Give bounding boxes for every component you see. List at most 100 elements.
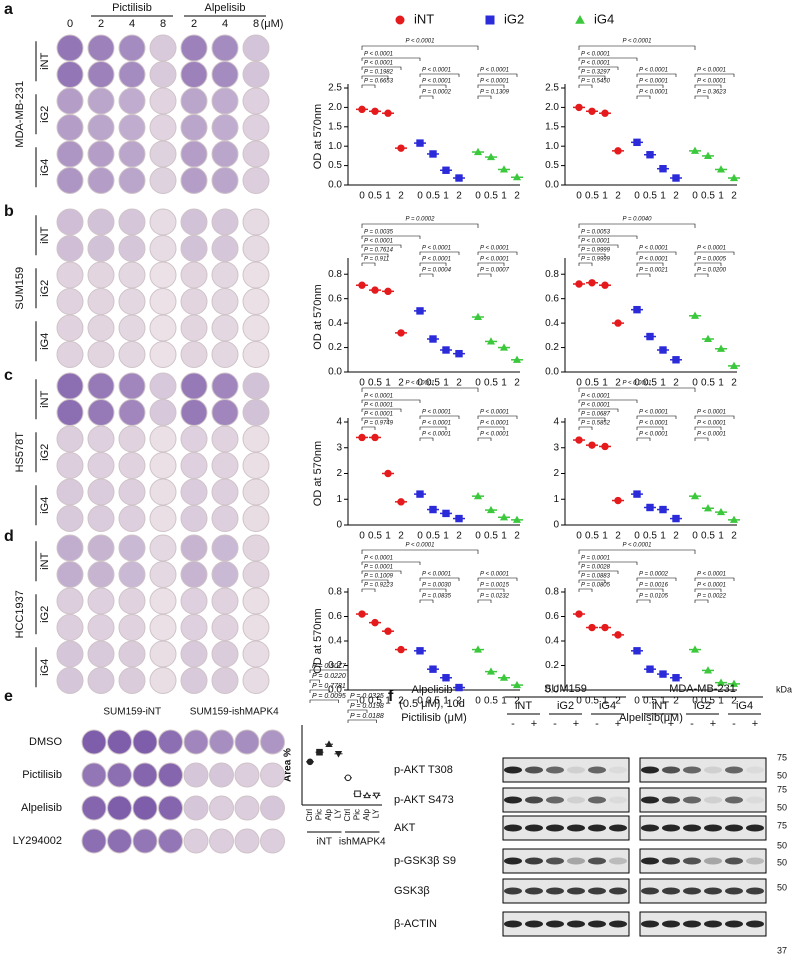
bracket [578,417,606,421]
band [504,766,522,774]
blot-box [502,848,630,874]
well [234,795,260,821]
band [746,887,764,895]
legend-label: iG2 [504,11,524,26]
point [601,623,609,632]
x-tick-label: 0 [634,191,640,202]
bracket [578,223,696,228]
x-tick-label: 0.5 [426,531,440,542]
well [211,140,239,168]
band [725,796,743,804]
well [242,505,270,532]
x-tick-label: 2 [514,696,520,707]
point [729,173,739,182]
well [180,614,208,641]
y-axis-label: OD at 570nm [312,104,324,169]
x-tick-label: 1 [602,378,608,389]
band [683,824,701,832]
bracket [578,244,619,248]
bracket [361,579,389,583]
point [729,515,739,523]
blot-box [639,911,767,937]
blot-row-label: p-GSK3β S9 [394,855,456,867]
well [211,614,239,641]
well [118,208,146,236]
x-axis-label: Pictilisib (μM) [401,712,467,724]
bracket [694,415,735,419]
point [659,670,667,678]
point [703,666,713,674]
point [716,507,726,516]
sign: + [531,718,537,730]
well [56,425,84,453]
p-value: P = 0.5450 [581,79,611,85]
legend-label: iNT [414,11,434,26]
bracket [419,599,434,603]
band [662,766,680,774]
p-value: P < 0.0001 [697,421,726,427]
y-tick-label: 0.6 [545,293,559,304]
bracket [309,669,349,673]
well [56,288,84,315]
well [180,640,208,668]
well [132,729,158,755]
well [132,828,158,854]
p-value: P = 0.0030 [422,583,452,589]
point [499,343,509,351]
well [211,399,239,426]
point [397,645,405,654]
x-tick-label: 2 [615,191,621,202]
well [56,614,84,641]
guide-label: iG2 [39,606,51,623]
p-value: P < 0.0001 [364,412,393,418]
band [641,920,659,928]
blot-box [639,787,767,813]
y-tick-label: 0.5 [545,160,559,171]
band [546,857,564,865]
point [716,344,726,352]
well [56,140,84,168]
point [659,165,667,173]
well [81,762,107,788]
band [609,857,627,865]
x-tick-label: 1 [660,696,666,707]
well [118,341,146,368]
point [633,305,641,314]
band [683,796,701,804]
well [180,61,208,88]
guide-label: iNT [39,52,51,69]
x-tick-label: 0.5 [426,696,440,707]
band [746,824,764,832]
point [486,667,496,675]
guide-label: iG4 [39,333,51,350]
well [158,828,183,854]
p-value: P = 0.0001 [364,565,393,571]
y-tick-label: 3 [553,442,559,453]
p-value: P < 0.0001 [406,381,435,387]
p-value: P < 0.0001 [623,381,652,387]
well [56,640,84,668]
p-value: P = 0.0021 [639,268,668,274]
y-tick-label: 0.6 [328,611,342,622]
bracket [477,73,518,77]
bracket [694,262,722,266]
p-value: P = 0.0053 [581,230,611,236]
well [242,561,270,588]
point [633,647,641,655]
p-value: P = 0.0001 [581,556,610,562]
point [575,610,583,618]
well [118,34,146,62]
x-axis-label: Alpelisib(μM) [619,712,683,724]
well [118,314,146,342]
well [56,34,84,62]
p-value: P = 0.9999 [581,248,611,254]
well [234,762,260,788]
well [211,452,239,479]
point [499,165,509,173]
well [87,208,115,236]
well [180,87,208,115]
well [242,534,270,562]
well [180,261,208,289]
bracket [636,426,664,430]
